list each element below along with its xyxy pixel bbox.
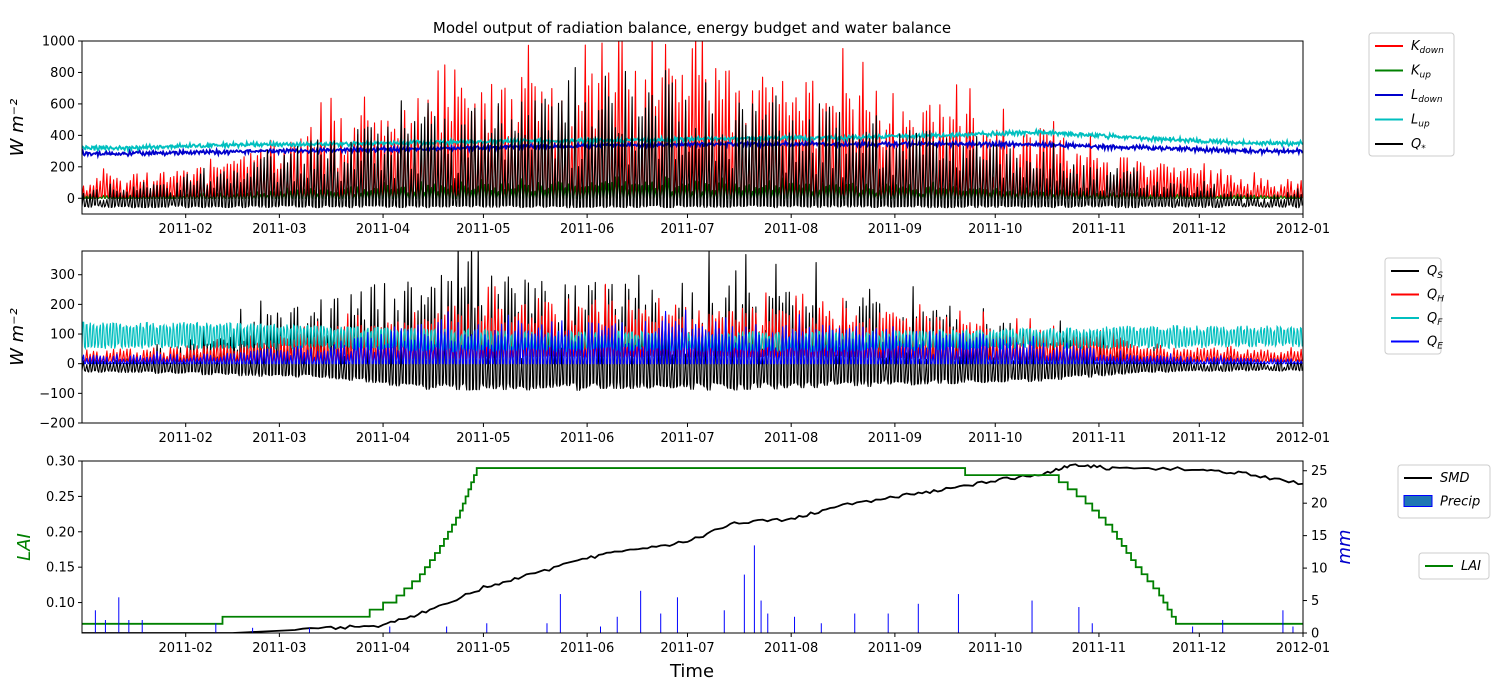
plot-area <box>82 463 1303 633</box>
y-tick-label: 300 <box>50 268 75 283</box>
x-tick-label: 2011-03 <box>252 431 306 446</box>
x-tick-label: 2011-03 <box>252 222 306 237</box>
x-tick-label: 2011-09 <box>868 431 922 446</box>
x-tick-label: 2011-06 <box>560 222 614 237</box>
legend-entry: Kup <box>1411 64 1431 81</box>
y-tick-label: 600 <box>50 97 75 112</box>
x-tick-label: 2011-06 <box>560 431 614 446</box>
x-tick-label: 2011-07 <box>660 641 714 656</box>
y-tick-label: 0.30 <box>46 455 75 470</box>
x-tick-label: 2011-05 <box>456 222 510 237</box>
legend-entry: Precip <box>1440 495 1480 510</box>
legend-entry: Q* <box>1411 137 1426 154</box>
x-tick-label: 2012-01 <box>1276 222 1330 237</box>
y2-tick-label: 25 <box>1311 464 1328 479</box>
x-tick-label: 2011-03 <box>252 641 306 656</box>
series-q <box>82 67 1303 209</box>
x-tick-label: 2011-06 <box>560 641 614 656</box>
x-tick-label: 2011-11 <box>1072 641 1126 656</box>
x-tick-label: 2011-12 <box>1172 431 1226 446</box>
y-axis-label-mm: mm <box>1334 529 1355 564</box>
legend-entry: Ldown <box>1411 88 1443 105</box>
legend-box <box>1418 552 1490 580</box>
y-tick-label: 0.25 <box>46 490 75 505</box>
y-axis-label-lai: LAI <box>14 533 35 561</box>
x-tick-label: 2012-01 <box>1276 641 1330 656</box>
x-tick-label: 2011-10 <box>968 641 1022 656</box>
x-axis-label: Time <box>669 661 714 682</box>
legend-entry: LAI <box>1461 559 1481 574</box>
x-tick-label: 2011-07 <box>660 222 714 237</box>
x-tick-label: 2011-02 <box>159 641 213 656</box>
figure-title: Model output of radiation balance, energ… <box>433 19 951 37</box>
x-tick-label: 2011-04 <box>356 641 410 656</box>
series-qe <box>82 309 1303 365</box>
x-tick-label: 2011-11 <box>1072 222 1126 237</box>
x-tick-label: 2011-12 <box>1172 222 1226 237</box>
legend-box <box>1368 32 1455 157</box>
y-tick-label: 200 <box>50 298 75 313</box>
y-axis-label: W m⁻² <box>7 308 28 366</box>
legend-box <box>1384 257 1442 355</box>
x-tick-label: 2011-02 <box>159 431 213 446</box>
x-tick-label: 2011-08 <box>764 222 818 237</box>
y-tick-label: −200 <box>39 417 75 432</box>
legend-entry: QS <box>1427 264 1443 281</box>
x-tick-label: 2011-08 <box>764 431 818 446</box>
legend-swatch-precip <box>1403 495 1433 507</box>
y2-tick-label: 0 <box>1311 627 1319 642</box>
x-tick-label: 2011-07 <box>660 431 714 446</box>
y-tick-label: 400 <box>50 129 75 144</box>
y-tick-label: 1000 <box>42 35 75 50</box>
y-axis-label: W m⁻² <box>7 99 28 157</box>
series-ldown <box>82 138 1303 160</box>
y2-tick-label: 5 <box>1311 594 1319 609</box>
legend-entry: Lup <box>1411 113 1430 130</box>
plot-area <box>82 41 1303 209</box>
x-tick-label: 2011-09 <box>868 222 922 237</box>
y-tick-label: −100 <box>39 387 75 402</box>
x-tick-label: 2012-01 <box>1276 431 1330 446</box>
legend-entry: QH <box>1427 288 1444 305</box>
plot-area <box>82 251 1303 391</box>
y-tick-label: 0.20 <box>46 525 75 540</box>
series-lup <box>82 127 1303 154</box>
x-tick-label: 2011-10 <box>968 222 1022 237</box>
chart-panel-water: 2011-02 2011-03 2011-04 2011-05 2011-06 2011-… <box>14 455 1491 682</box>
y-tick-label: 0.10 <box>46 596 75 611</box>
y2-tick-label: 20 <box>1311 497 1328 512</box>
plot-frame <box>81 460 1304 634</box>
x-tick-label: 2011-02 <box>159 222 213 237</box>
x-tick-label: 2011-09 <box>868 641 922 656</box>
plot-frame <box>81 40 1304 215</box>
y-tick-label: 0.15 <box>46 561 75 576</box>
y2-tick-label: 10 <box>1311 562 1328 577</box>
x-tick-label: 2011-08 <box>764 641 818 656</box>
series-lai <box>82 467 1303 625</box>
legend-entry: Kdown <box>1411 39 1444 56</box>
y-tick-label: 0 <box>67 357 75 372</box>
y2-tick-label: 15 <box>1311 529 1328 544</box>
plot-frame <box>81 250 1304 424</box>
x-tick-label: 2011-11 <box>1072 431 1126 446</box>
legend-entry: SMD <box>1440 471 1469 486</box>
series-qs <box>82 251 1303 391</box>
x-tick-label: 2011-04 <box>356 222 410 237</box>
y-tick-label: 0 <box>67 192 75 207</box>
series-smd <box>82 463 1303 633</box>
y-tick-label: 100 <box>50 328 75 343</box>
y-tick-label: 200 <box>50 160 75 175</box>
x-tick-label: 2011-04 <box>356 431 410 446</box>
x-tick-label: 2011-10 <box>968 431 1022 446</box>
legend-entry: QF <box>1427 311 1443 328</box>
x-tick-label: 2011-05 <box>456 641 510 656</box>
x-tick-label: 2011-12 <box>1172 641 1226 656</box>
chart-panel-radiation: 2011-02 2011-03 2011-04 2011-05 2011-06 2011-… <box>7 32 1455 237</box>
chart-panel-energy: 2011-02 2011-03 2011-04 2011-05 2011-06 2011-… <box>7 250 1444 446</box>
legend-entry: QE <box>1427 335 1443 352</box>
x-tick-label: 2011-05 <box>456 431 510 446</box>
y-tick-label: 800 <box>50 66 75 81</box>
